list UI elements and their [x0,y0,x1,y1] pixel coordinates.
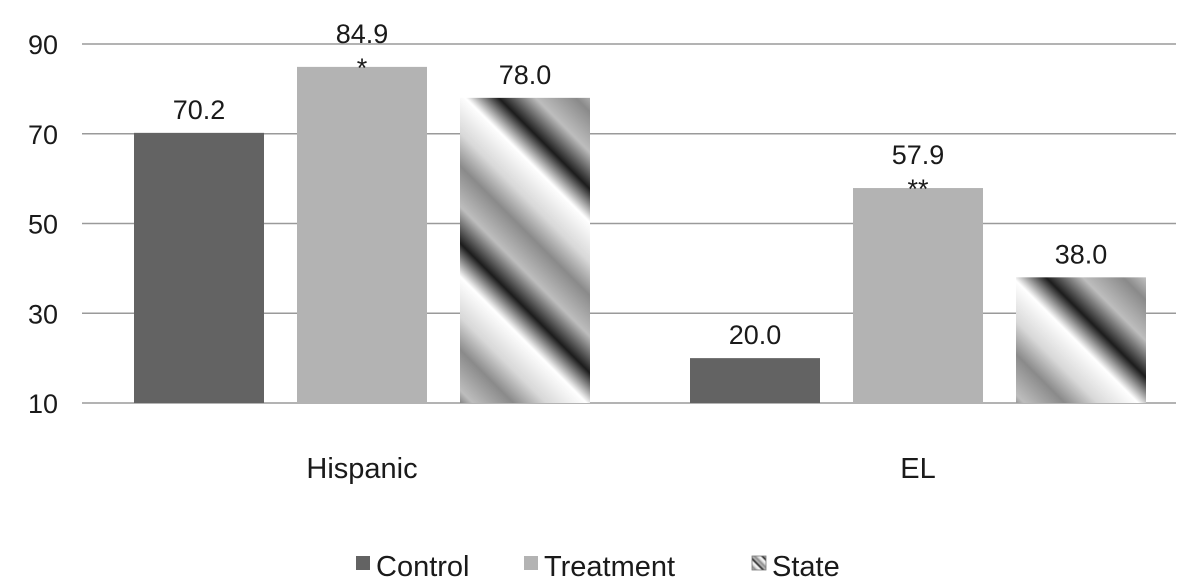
y-tick-label: 70 [28,120,58,150]
significance-marker: * [357,53,368,83]
y-tick-label: 10 [28,389,58,419]
data-labels: 70.2 84.9 * 78.0 20.0 57.9 ** 38.0 [173,19,1108,350]
y-tick-label: 30 [28,299,58,329]
legend-label-control: Control [376,551,470,583]
bar-state-hispanic [460,97,590,403]
data-label: 70.2 [173,95,226,125]
legend-swatch-control [356,556,370,570]
legend-label-treatment: Treatment [544,551,675,583]
legend-swatch-state [751,555,767,571]
data-label: 78.0 [499,60,552,90]
data-label: 20.0 [729,320,782,350]
legend: Control Treatment State [356,551,840,583]
x-category-label: Hispanic [306,453,417,485]
significance-marker: ** [907,174,929,204]
bar-treatment-hispanic [297,66,427,403]
gridlines [82,43,1176,404]
legend-label-state: State [772,551,840,583]
data-label: 57.9 [892,140,945,170]
y-axis: 10 30 50 70 90 [28,30,58,419]
bar-control-hispanic [134,132,264,404]
x-axis: Hispanic EL [306,453,935,485]
data-label: 38.0 [1055,239,1108,269]
bars [134,66,1146,404]
y-tick-label: 50 [28,210,58,240]
bar-treatment-el [853,188,983,403]
data-label: 84.9 [336,19,389,49]
bar-control-el [690,358,820,403]
bar-state-el [1016,277,1146,403]
legend-swatch-treatment [524,556,538,570]
x-category-label: EL [900,453,935,485]
y-tick-label: 90 [28,30,58,60]
